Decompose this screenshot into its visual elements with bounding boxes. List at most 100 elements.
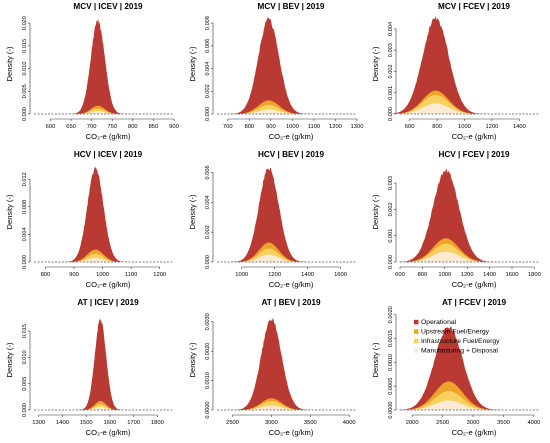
y-tick-label: 0.002	[205, 84, 211, 98]
legend-label: Upstream Fuel/Energy	[421, 329, 490, 336]
area-operational	[380, 15, 491, 114]
x-tick-label: 1500	[80, 420, 93, 426]
y-tick-label: 0.0000	[388, 401, 394, 418]
y-axis-label: Density (-)	[371, 46, 380, 81]
y-tick-label: 0.0020	[388, 306, 394, 323]
y-tick-label: 0.008	[205, 16, 211, 30]
chart-svg: 0.000 0.005 0.010 0.015 0.020 600 650 700 750 800…	[5, 2, 179, 141]
y-tick-label: 0.020	[22, 16, 28, 30]
x-tick-label: 4000	[527, 420, 540, 426]
y-axis-label: Density (-)	[371, 194, 380, 229]
y-tick-label: 0.001	[388, 229, 394, 243]
chart-svg: 0.0000 0.0010 0.0020 0.0030 2500 3000 3500 4000…	[188, 298, 357, 437]
legend-swatch	[414, 319, 419, 325]
y-tick-label: 0.010	[22, 350, 28, 364]
y-tick-label: 0.000	[22, 403, 28, 417]
x-tick-label: 700	[223, 124, 233, 130]
x-tick-label: 650	[66, 124, 76, 130]
chart-panel-hcv-fcev-2019: 0.000 0.001 0.002 0.003 600 800 1000 1200 1400 16…	[366, 148, 549, 295]
x-tick-label: 850	[149, 124, 159, 130]
legend-swatch	[414, 338, 419, 344]
y-tick-label: 0.0020	[205, 343, 211, 360]
chart-panel-at-bev-2019: 0.0000 0.0010 0.0020 0.0030 2500 3000 3500 4000…	[183, 296, 366, 443]
x-tick-label: 2000	[406, 420, 419, 426]
chart-panel-mcv-icev-2019: 0.000 0.005 0.010 0.015 0.020 600 650 700 750 800…	[0, 0, 183, 147]
x-tick-label: 1200	[153, 272, 166, 278]
x-tick-label: 800	[432, 124, 442, 130]
y-tick-label: 0.012	[22, 172, 28, 186]
y-tick-label: 0.010	[22, 62, 28, 76]
chart-svg: 0.000 0.002 0.004 0.006 1000 1200 1400 1600 HCV …	[188, 150, 357, 289]
chart-svg: 0.000 0.001 0.002 0.003 0.004 600 800 1000 1200 1…	[371, 2, 540, 141]
y-tick-label: 0.000	[388, 107, 394, 121]
y-tick-label: 0.002	[388, 64, 394, 78]
chart-title: AT | FCEV | 2019	[442, 298, 506, 307]
x-axis-label: CO₂-e (g/km)	[86, 428, 131, 437]
chart-panel-hcv-bev-2019: 0.000 0.002 0.004 0.006 1000 1200 1400 1600 HCV …	[183, 148, 366, 295]
area-infrastructure-fuel-energy	[225, 104, 313, 114]
y-tick-label: 0.006	[205, 39, 211, 53]
y-tick-label: 0.004	[205, 62, 211, 76]
chart-title: HCV | ICEV | 2019	[74, 150, 143, 159]
x-tick-label: 1200	[268, 272, 281, 278]
x-tick-label: 1600	[103, 420, 116, 426]
y-tick-label: 0.004	[205, 195, 211, 209]
y-axis-label: Density (-)	[188, 194, 197, 229]
chart-svg: 0.000 0.002 0.004 0.006 0.008 700 800 900 1000 11…	[188, 2, 364, 141]
x-tick-label: 1300	[351, 124, 364, 130]
x-tick-label: 1000	[235, 272, 248, 278]
area-manufacturing-disposal	[227, 254, 311, 262]
x-tick-label: 2500	[436, 420, 449, 426]
x-tick-label: 600	[405, 124, 415, 130]
chart-panel-hcv-icev-2019: 0.000 0.004 0.008 0.012 800 900 1000 1100 1200 HC…	[0, 148, 183, 295]
y-tick-label: 0.002	[205, 225, 211, 239]
x-tick-label: 1400	[56, 420, 69, 426]
x-tick-label: 600	[46, 124, 56, 130]
x-axis-label: CO₂-e (g/km)	[452, 428, 497, 437]
x-axis-label: CO₂-e (g/km)	[269, 280, 314, 289]
y-tick-label: 0.000	[22, 255, 28, 269]
area-operational	[227, 167, 311, 262]
x-tick-label: 1200	[461, 272, 474, 278]
x-tick-label: 3000	[265, 420, 278, 426]
x-tick-label: 3000	[467, 420, 480, 426]
x-tick-label: 1600	[334, 272, 347, 278]
x-tick-label: 1600	[506, 272, 519, 278]
chart-svg: 0.000 0.005 0.010 0.015 1300 1400 1500 1600 1700…	[5, 298, 174, 437]
y-tick-label: 0.004	[22, 227, 28, 241]
y-tick-label: 0.005	[22, 84, 28, 98]
y-tick-label: 0.008	[22, 200, 28, 214]
x-tick-label: 800	[418, 272, 428, 278]
legend-swatch	[414, 348, 419, 353]
x-tick-label: 2500	[226, 420, 239, 426]
legend: Operational Upstream Fuel/Energy Infrastru…	[414, 319, 500, 355]
x-tick-label: 1000	[458, 124, 471, 130]
y-axis-label: Density (-)	[5, 342, 14, 377]
area-manufacturing-disposal	[68, 111, 128, 114]
area-manufacturing-disposal	[380, 103, 491, 114]
y-tick-label: 0.003	[388, 176, 394, 190]
x-axis-label: CO₂-e (g/km)	[269, 132, 314, 141]
y-tick-label: 0.006	[205, 165, 211, 179]
area-manufacturing-disposal	[61, 257, 129, 262]
chart-title: HCV | BEV | 2019	[258, 150, 324, 159]
chart-title: MCV | ICEV | 2019	[73, 2, 143, 11]
area-operational	[68, 18, 128, 115]
x-tick-label: 1000	[286, 124, 299, 130]
y-tick-label: 0.002	[388, 202, 394, 216]
x-tick-label: 600	[395, 272, 405, 278]
y-tick-label: 0.015	[22, 324, 28, 338]
x-tick-label: 1400	[301, 272, 314, 278]
y-axis-label: Density (-)	[5, 194, 14, 229]
y-tick-label: 0.005	[22, 377, 28, 391]
x-tick-label: 1800	[528, 272, 541, 278]
x-tick-label: 900	[169, 124, 179, 130]
chart-panel-mcv-bev-2019: 0.000 0.002 0.004 0.006 0.008 700 800 900 1000 11…	[183, 0, 366, 147]
area-operational	[61, 166, 129, 262]
y-tick-label: 0.000	[388, 255, 394, 269]
area-operational	[229, 317, 314, 410]
y-tick-label: 0.015	[22, 39, 28, 53]
legend-label: Manufacturing + Disposal	[421, 348, 498, 355]
y-tick-label: 0.003	[388, 43, 394, 57]
